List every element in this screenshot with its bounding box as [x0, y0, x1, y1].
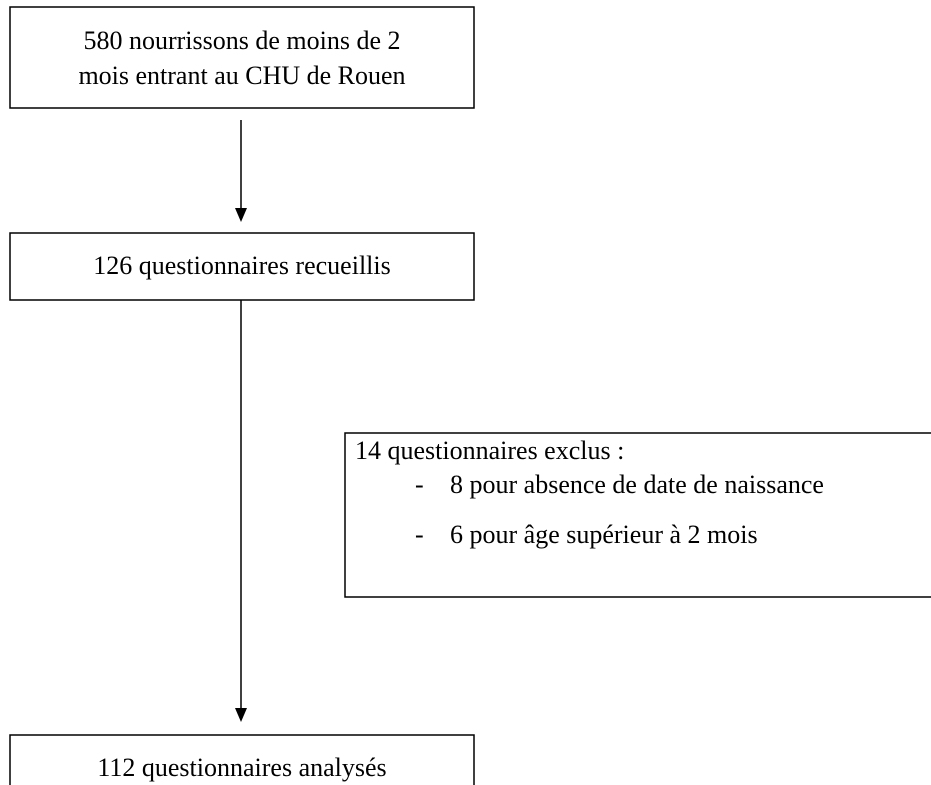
node-label: 126 questionnaires recueillis [93, 251, 390, 280]
node-label: 580 nourrissons de moins de 2 [83, 26, 400, 55]
node-label: 112 questionnaires analysés [97, 753, 386, 782]
arrow-head [235, 708, 247, 722]
box [9, 6, 475, 109]
exclusion-item: 8 pour absence de date de naissance [450, 470, 824, 499]
bullet: - [415, 520, 424, 549]
arrow-head [235, 208, 247, 222]
exclusion-title: 14 questionnaires exclus : [355, 436, 624, 465]
node-label: mois entrant au CHU de Rouen [78, 61, 405, 90]
bullet: - [415, 470, 424, 499]
exclusion-item: 6 pour âge supérieur à 2 mois [450, 520, 758, 549]
box [344, 432, 931, 598]
box [9, 232, 475, 301]
box [9, 734, 475, 785]
